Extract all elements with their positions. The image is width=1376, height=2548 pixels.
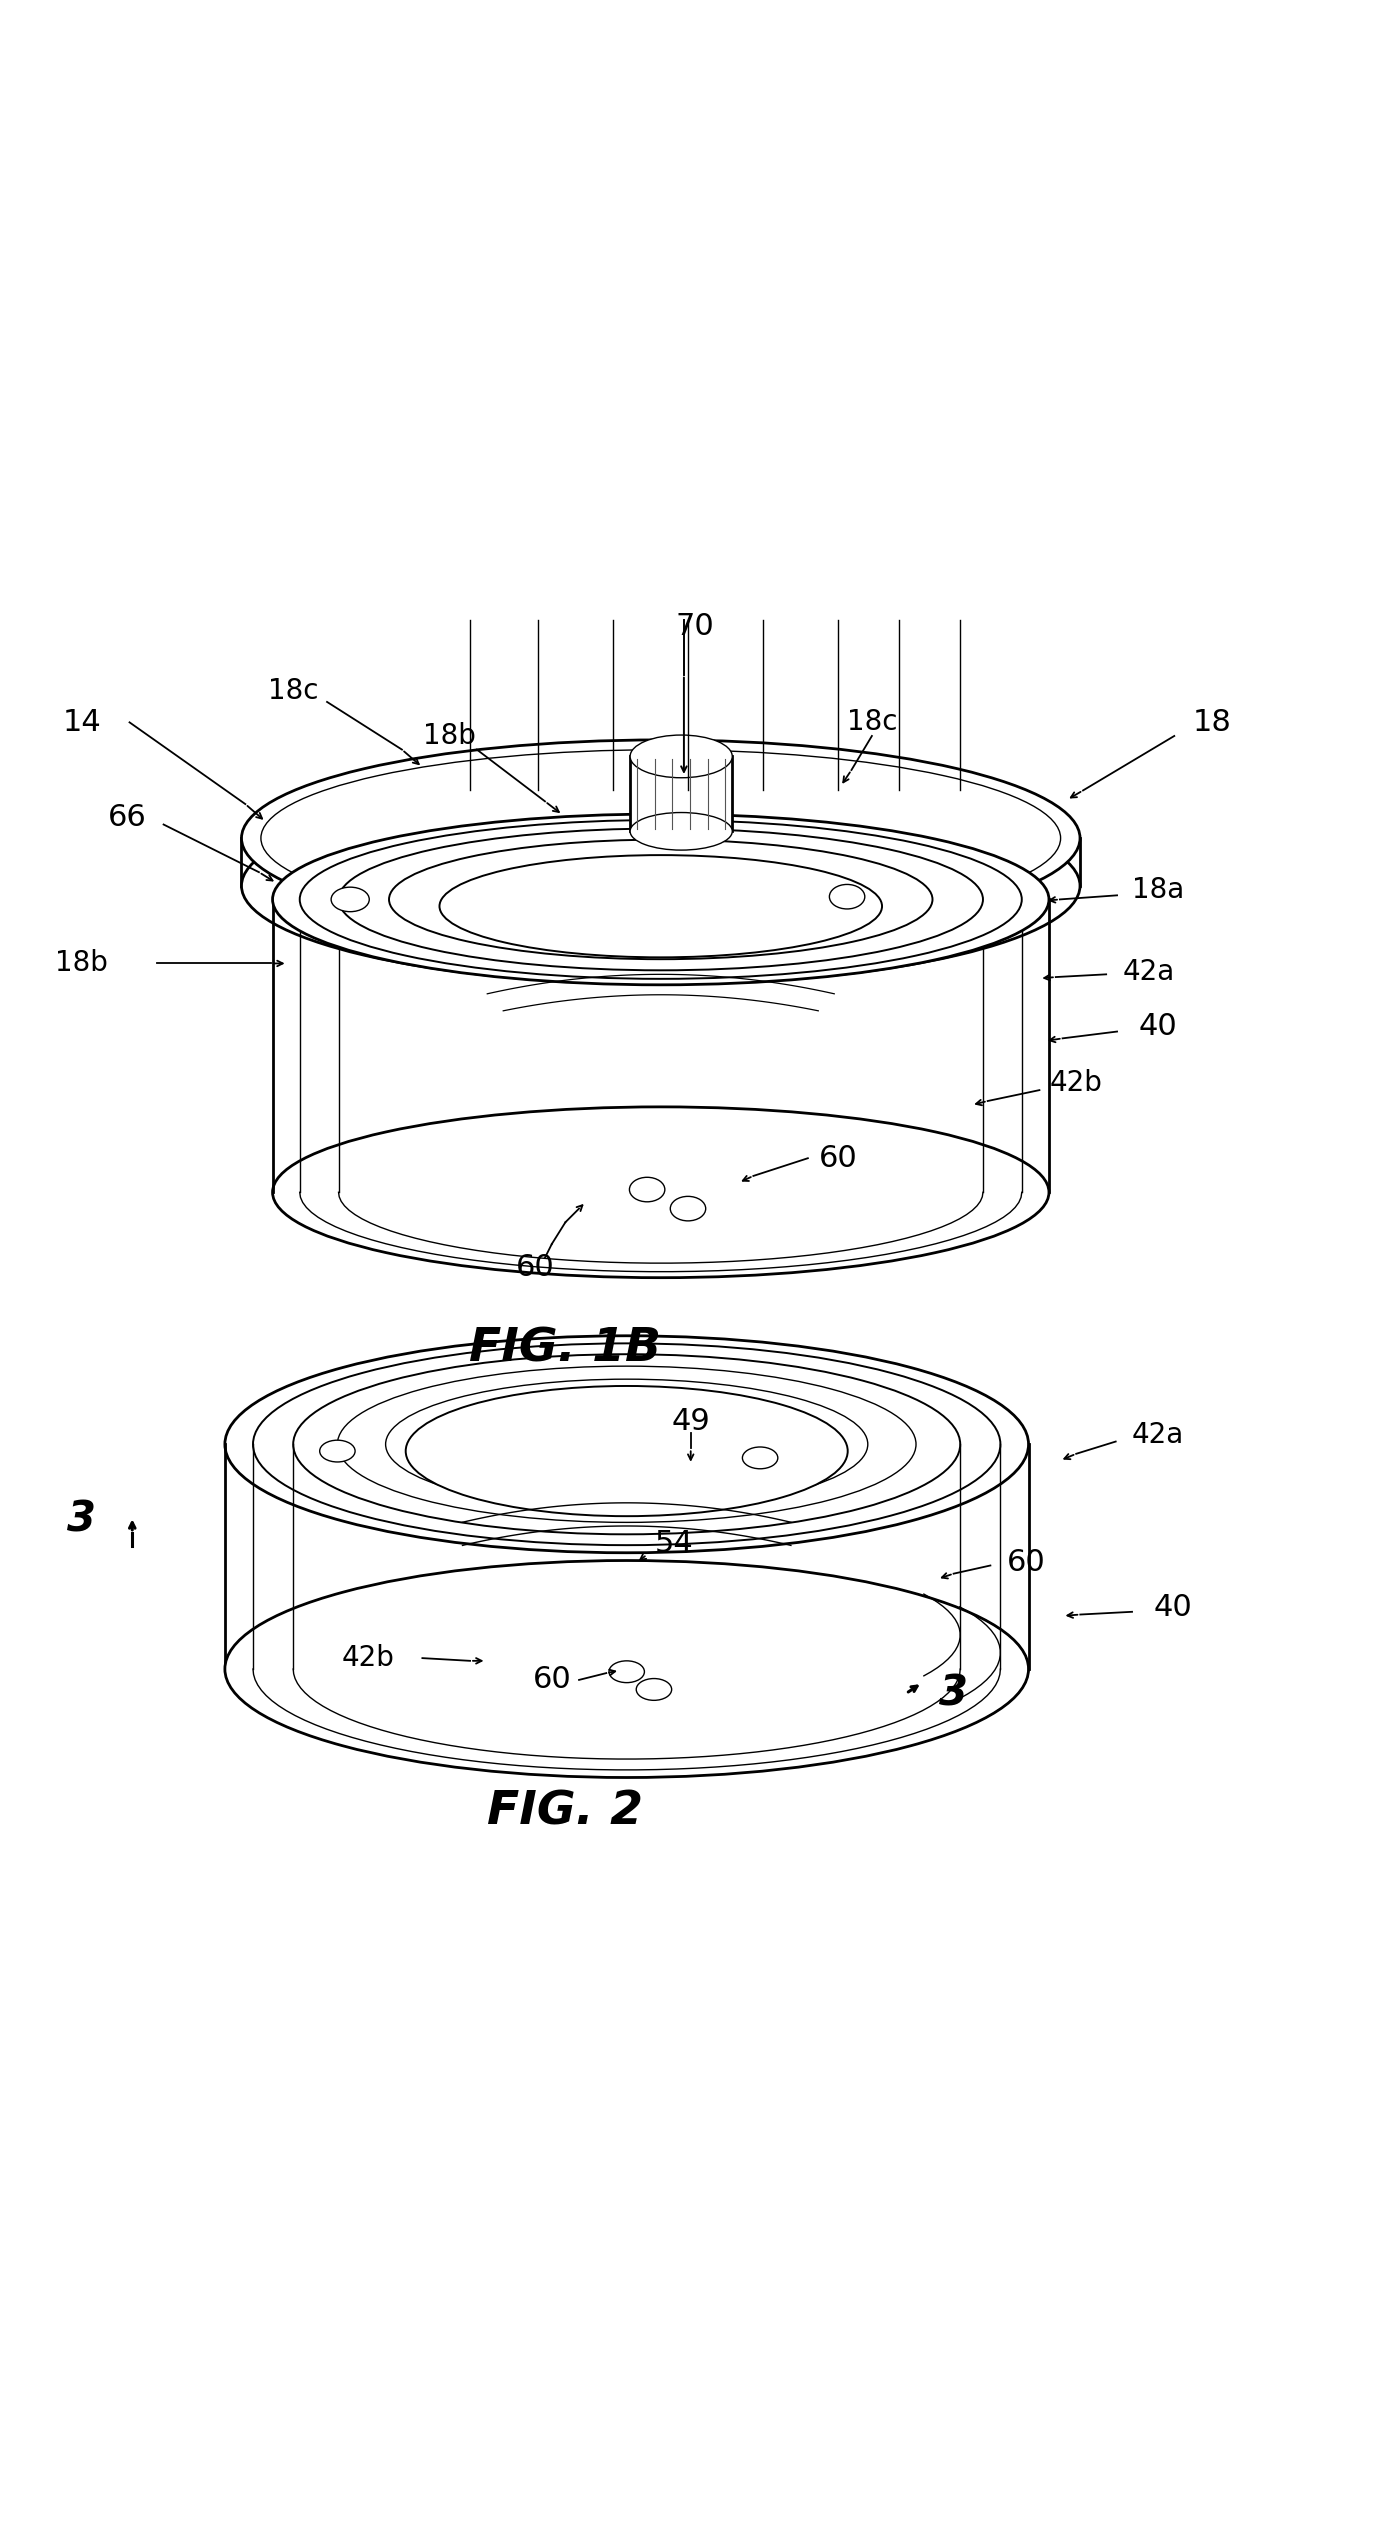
Ellipse shape [337,1366,916,1521]
Ellipse shape [253,1343,1000,1544]
Ellipse shape [272,813,1049,986]
Text: 60: 60 [1006,1549,1046,1577]
Text: 42b: 42b [341,1643,395,1671]
Ellipse shape [242,739,1080,935]
Text: 42a: 42a [1123,958,1175,986]
Ellipse shape [670,1198,706,1220]
Ellipse shape [293,1353,960,1534]
Ellipse shape [629,1177,665,1203]
Text: 18b: 18b [55,950,109,978]
Ellipse shape [636,1679,671,1700]
Text: 18b: 18b [424,721,476,749]
Text: 54: 54 [655,1529,694,1559]
Ellipse shape [385,1378,868,1508]
Text: 49: 49 [671,1406,710,1435]
Bar [630,757,732,831]
Text: 40: 40 [1153,1592,1192,1623]
Ellipse shape [743,1447,777,1468]
Ellipse shape [830,884,864,910]
Text: 40: 40 [1138,1012,1178,1040]
Text: 60: 60 [533,1666,571,1694]
Ellipse shape [338,828,982,971]
Text: 18: 18 [1193,708,1232,736]
Ellipse shape [224,1559,1028,1779]
Text: 66: 66 [107,803,146,833]
Text: 18c: 18c [268,678,318,706]
Ellipse shape [406,1386,848,1516]
Ellipse shape [630,734,732,777]
Ellipse shape [319,1440,355,1463]
Ellipse shape [439,856,882,958]
Ellipse shape [300,820,1022,978]
Text: 18c: 18c [846,708,897,736]
Text: 42a: 42a [1132,1422,1185,1450]
Ellipse shape [610,1661,644,1682]
Ellipse shape [224,1335,1028,1552]
Text: 60: 60 [819,1144,857,1172]
Text: 3: 3 [67,1498,96,1539]
Text: FIG. 2: FIG. 2 [487,1789,644,1835]
Ellipse shape [272,1106,1049,1277]
Text: 60: 60 [516,1254,555,1282]
Ellipse shape [261,749,1061,927]
Text: 3: 3 [938,1671,969,1715]
Ellipse shape [332,887,369,912]
Text: FIG. 1B: FIG. 1B [469,1328,662,1371]
Ellipse shape [630,813,732,851]
Text: 14: 14 [62,708,102,736]
Text: 42b: 42b [1050,1070,1102,1098]
Ellipse shape [389,841,933,958]
Ellipse shape [242,787,1080,984]
Text: 18a: 18a [1132,877,1185,905]
Text: 70: 70 [676,612,714,642]
